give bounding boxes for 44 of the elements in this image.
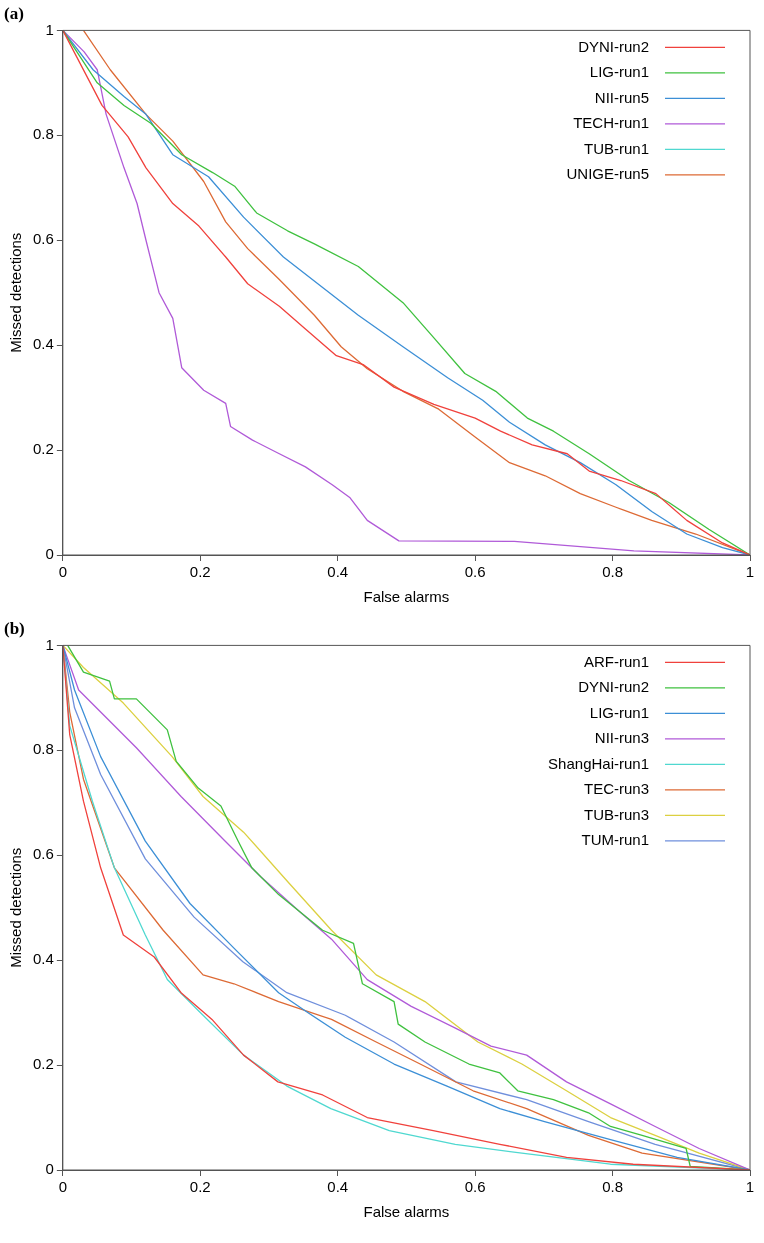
y-tick-label: 0.4 [32,335,54,353]
legend-label: LIG-run1 [589,703,649,721]
y-tick-label: 0.8 [32,125,54,143]
x-tick-label: 0 [58,1178,68,1196]
legend-label: UNIGE-run5 [566,165,649,183]
x-tick-label: 0 [58,563,68,581]
y-tick-label: 0 [45,1160,54,1178]
x-axis-title: False alarms [363,588,450,606]
y-tick-label: 0.8 [32,740,54,758]
x-tick-label: 0.2 [189,563,211,581]
y-axis-title: Missed detections [7,232,25,353]
legend-label: TEC-run3 [583,780,649,798]
y-tick-label: 0.6 [32,845,54,863]
x-tick-label: 0.6 [464,1178,486,1196]
x-tick-label: 0.6 [464,563,486,581]
legend-label: TECH-run1 [573,114,649,132]
legend-label: DYNI-run2 [578,37,649,55]
legend-label: TUM-run1 [581,831,649,849]
y-tick-label: 0 [45,545,54,563]
legend-label: NII-run5 [594,88,649,106]
x-tick-label: 0.8 [602,1178,623,1196]
x-tick-label: 0.4 [327,1178,349,1196]
chart-title: (b) [4,618,25,638]
legend-label: DYNI-run2 [578,678,649,696]
legend-label: LIG-run1 [589,63,649,81]
y-tick-label: 0.2 [32,440,54,458]
y-axis-title: Missed detections [7,847,25,968]
chart-title: (a) [4,3,24,23]
x-tick-label: 1 [745,1178,755,1196]
y-tick-label: 1 [45,20,54,38]
x-tick-label: 0.8 [602,563,623,581]
y-tick-label: 1 [45,635,54,653]
y-tick-label: 0.4 [32,950,54,968]
legend-label: NII-run3 [594,729,649,747]
y-tick-label: 0.2 [32,1055,54,1073]
legend-label: ARF-run1 [583,652,649,670]
legend-label: TUB-run3 [583,805,649,823]
x-tick-label: 0.2 [189,1178,211,1196]
legend-label: TUB-run1 [583,139,649,157]
legend-label: ShangHai-run1 [548,754,649,772]
x-tick-label: 0.4 [327,563,349,581]
x-tick-label: 1 [745,563,755,581]
x-axis-title: False alarms [363,1203,450,1221]
y-tick-label: 0.6 [32,230,54,248]
